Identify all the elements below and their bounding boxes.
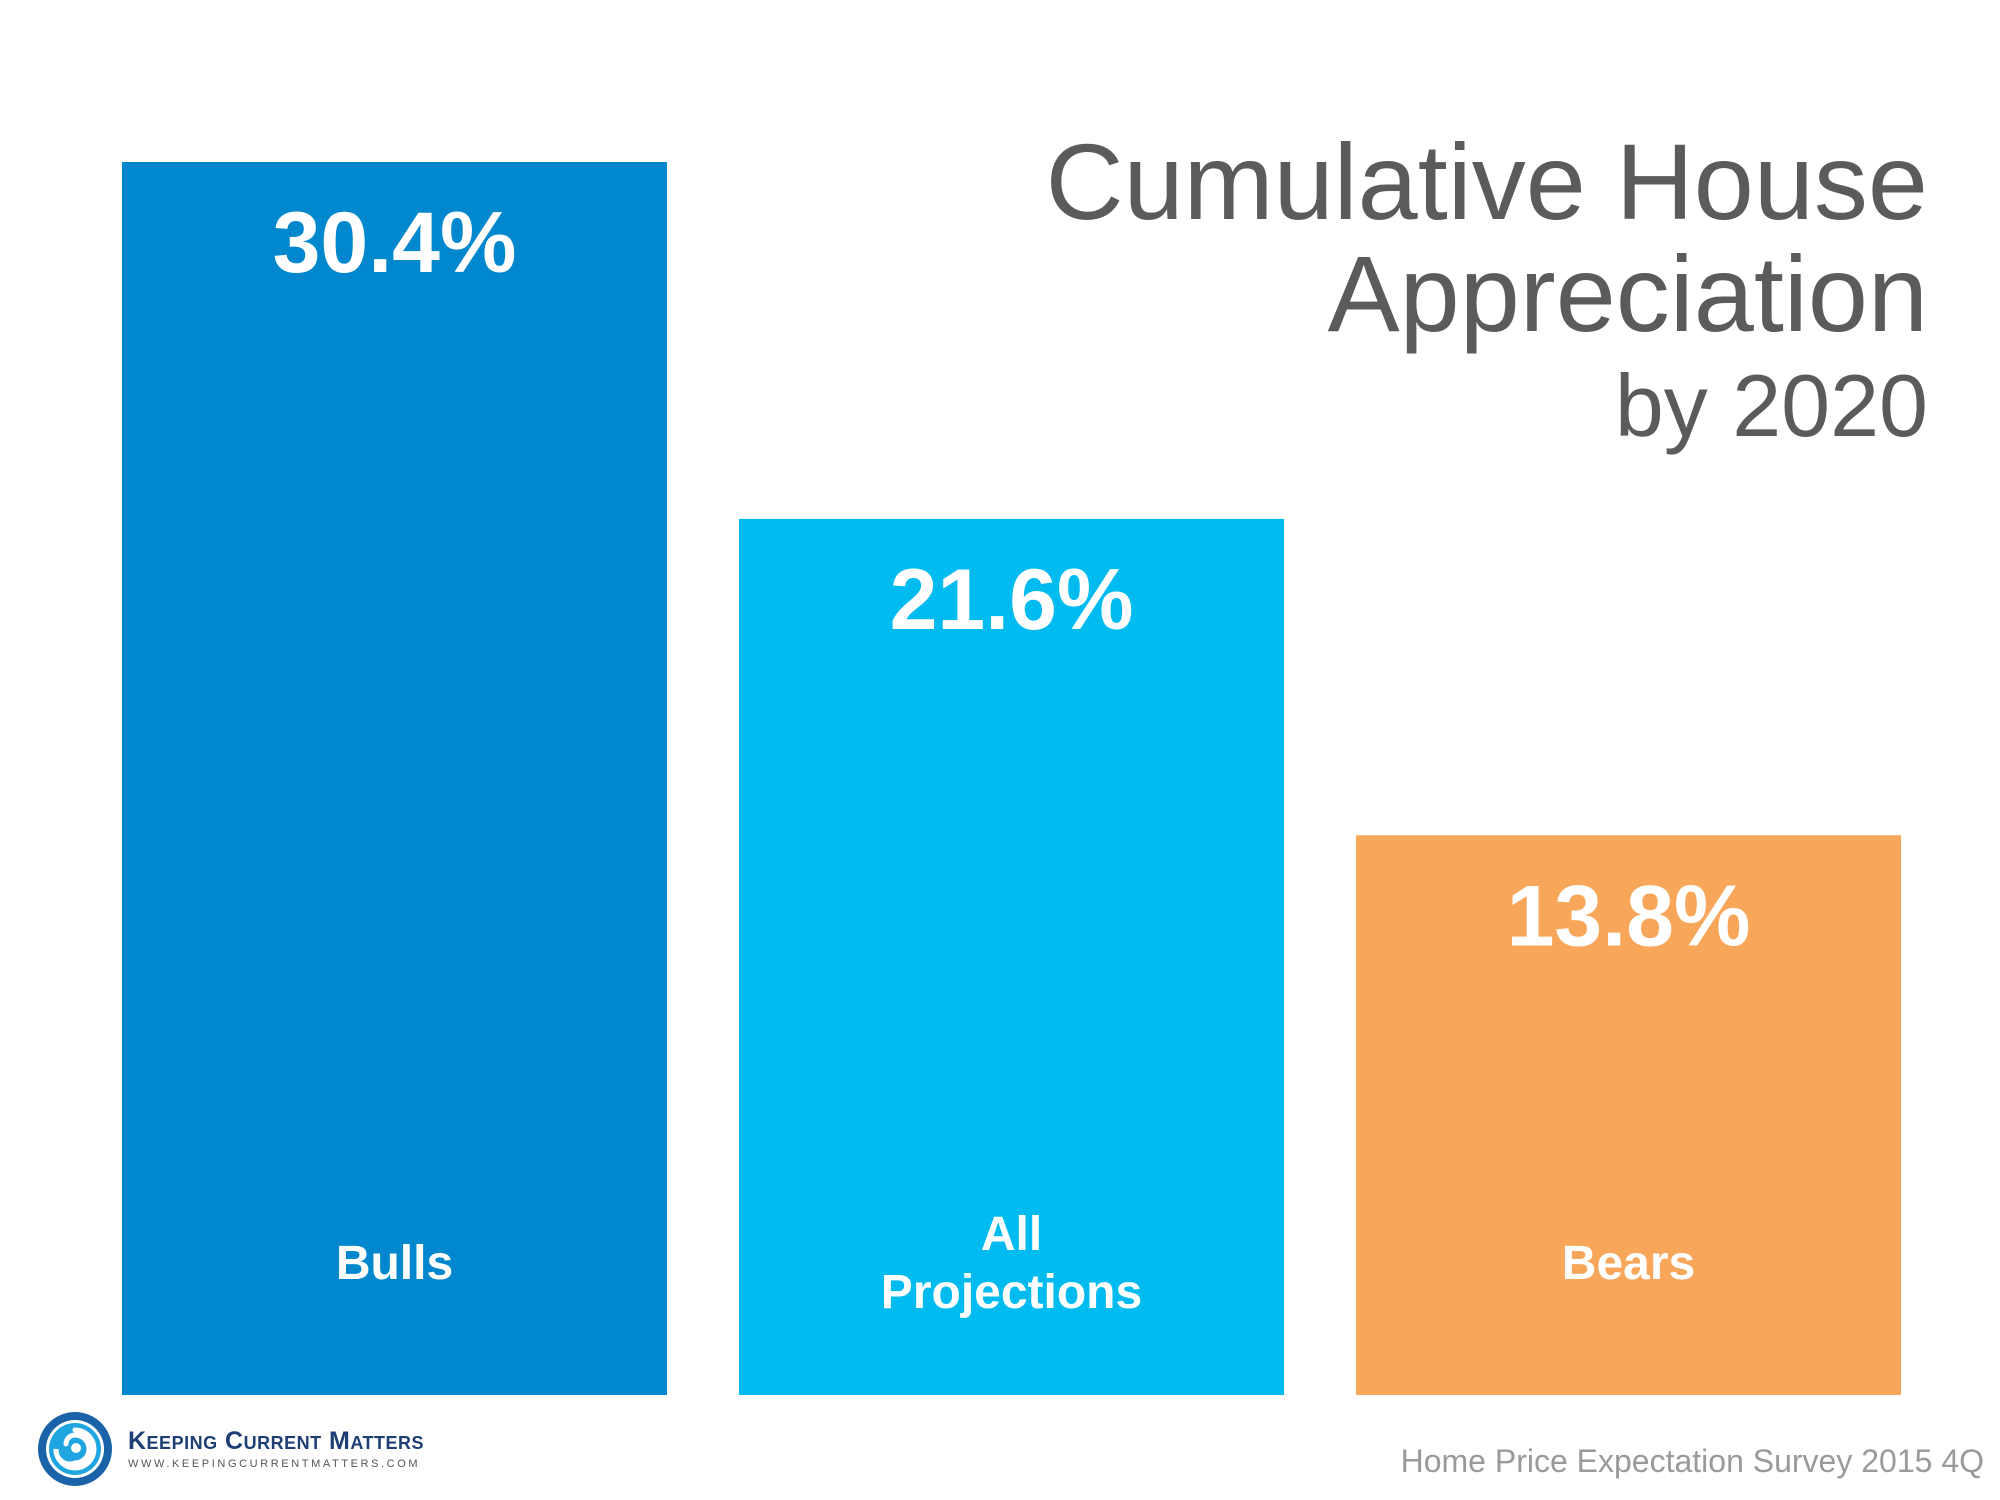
chart-title: Cumulative House Appreciation by 2020	[1046, 128, 1928, 450]
logo-url: WWW.KEEPINGCURRENTMATTERS.COM	[128, 1457, 421, 1470]
category-label-all-projections: All Projections	[881, 1208, 1142, 1319]
chart-title-line-3: by 2020	[1614, 356, 1928, 455]
category-label-bulls: Bulls	[336, 1237, 453, 1290]
value-label-bulls: 30.4%	[273, 195, 517, 291]
bar-bulls	[122, 162, 667, 1395]
source-note: Home Price Expectation Survey 2015 4Q	[1400, 1443, 1984, 1479]
value-label-bears: 13.8%	[1507, 868, 1751, 964]
company-logo: Keeping Current Matters WWW.KEEPINGCURRE…	[36, 1410, 424, 1488]
chart-title-line-2: Appreciation	[1327, 233, 1928, 354]
category-label-bears: Bears	[1562, 1237, 1695, 1290]
swirl-logo-icon	[38, 1412, 112, 1486]
bar-bears	[1356, 835, 1901, 1395]
logo-name: Keeping Current Matters	[128, 1426, 425, 1455]
bar-all-projections	[739, 518, 1284, 1395]
value-label-all-projections: 21.6%	[890, 552, 1134, 648]
chart-title-line-1: Cumulative House	[1045, 121, 1928, 242]
